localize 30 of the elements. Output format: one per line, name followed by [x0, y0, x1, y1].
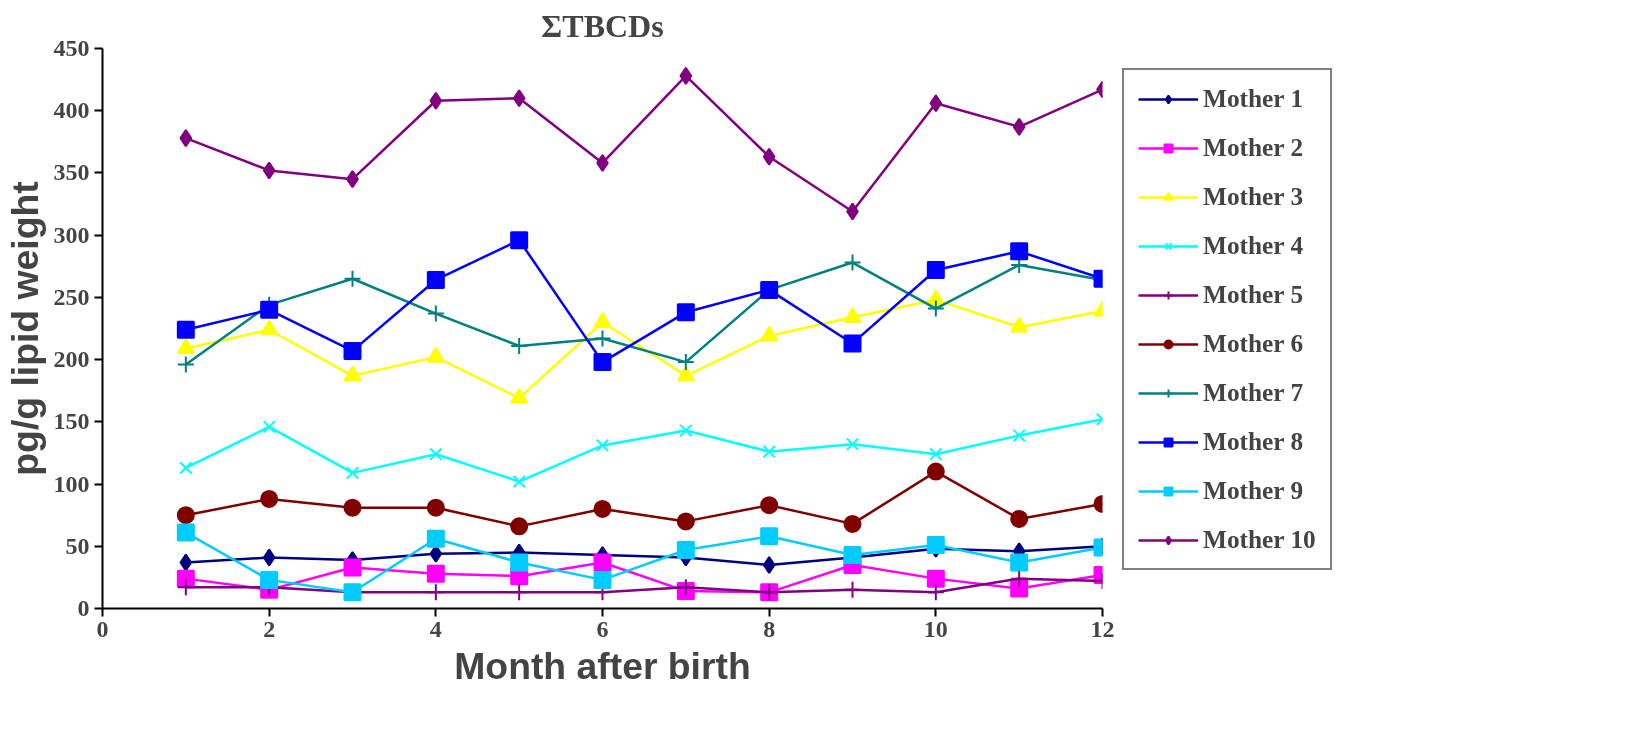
y-tick-label: 450 [53, 35, 90, 61]
y-tick-label: 400 [53, 97, 90, 124]
x-tick-label: 12 [1090, 615, 1115, 642]
x-tick-label: 6 [596, 615, 609, 642]
legend-label: Mother 8 [1203, 427, 1304, 456]
y-tick-label: 250 [53, 283, 90, 310]
x-tick-label: 2 [263, 615, 276, 642]
y-tick-label: 350 [53, 159, 90, 186]
x-tick-label: 8 [763, 615, 776, 642]
y-tick-label: 150 [53, 408, 90, 435]
legend-label: Mother 7 [1203, 378, 1304, 407]
y-tick-label: 50 [65, 532, 90, 559]
y-tick-label: 200 [53, 346, 90, 373]
y-tick-label: 100 [53, 470, 90, 497]
x-tick-label: 10 [923, 615, 948, 642]
legend-label: Mother 9 [1203, 476, 1304, 505]
x-tick-label: 0 [96, 615, 109, 642]
y-tick-label: 300 [53, 221, 90, 248]
x-axis-title: Month after birth [454, 644, 751, 687]
legend-label: Mother 5 [1203, 280, 1304, 309]
legend-label: Mother 2 [1203, 133, 1304, 162]
legend-label: Mother 3 [1203, 182, 1304, 211]
x-tick-label: 4 [429, 615, 442, 642]
legend-label: Mother 10 [1203, 525, 1316, 554]
y-axis-title: pg/g lipid weight [3, 181, 46, 476]
legend-label: Mother 1 [1203, 84, 1304, 113]
y-tick-label: 0 [77, 595, 90, 621]
chart-title: ΣTBCDs [541, 7, 664, 44]
legend-label: Mother 4 [1203, 231, 1304, 260]
legend-label: Mother 6 [1203, 329, 1304, 358]
